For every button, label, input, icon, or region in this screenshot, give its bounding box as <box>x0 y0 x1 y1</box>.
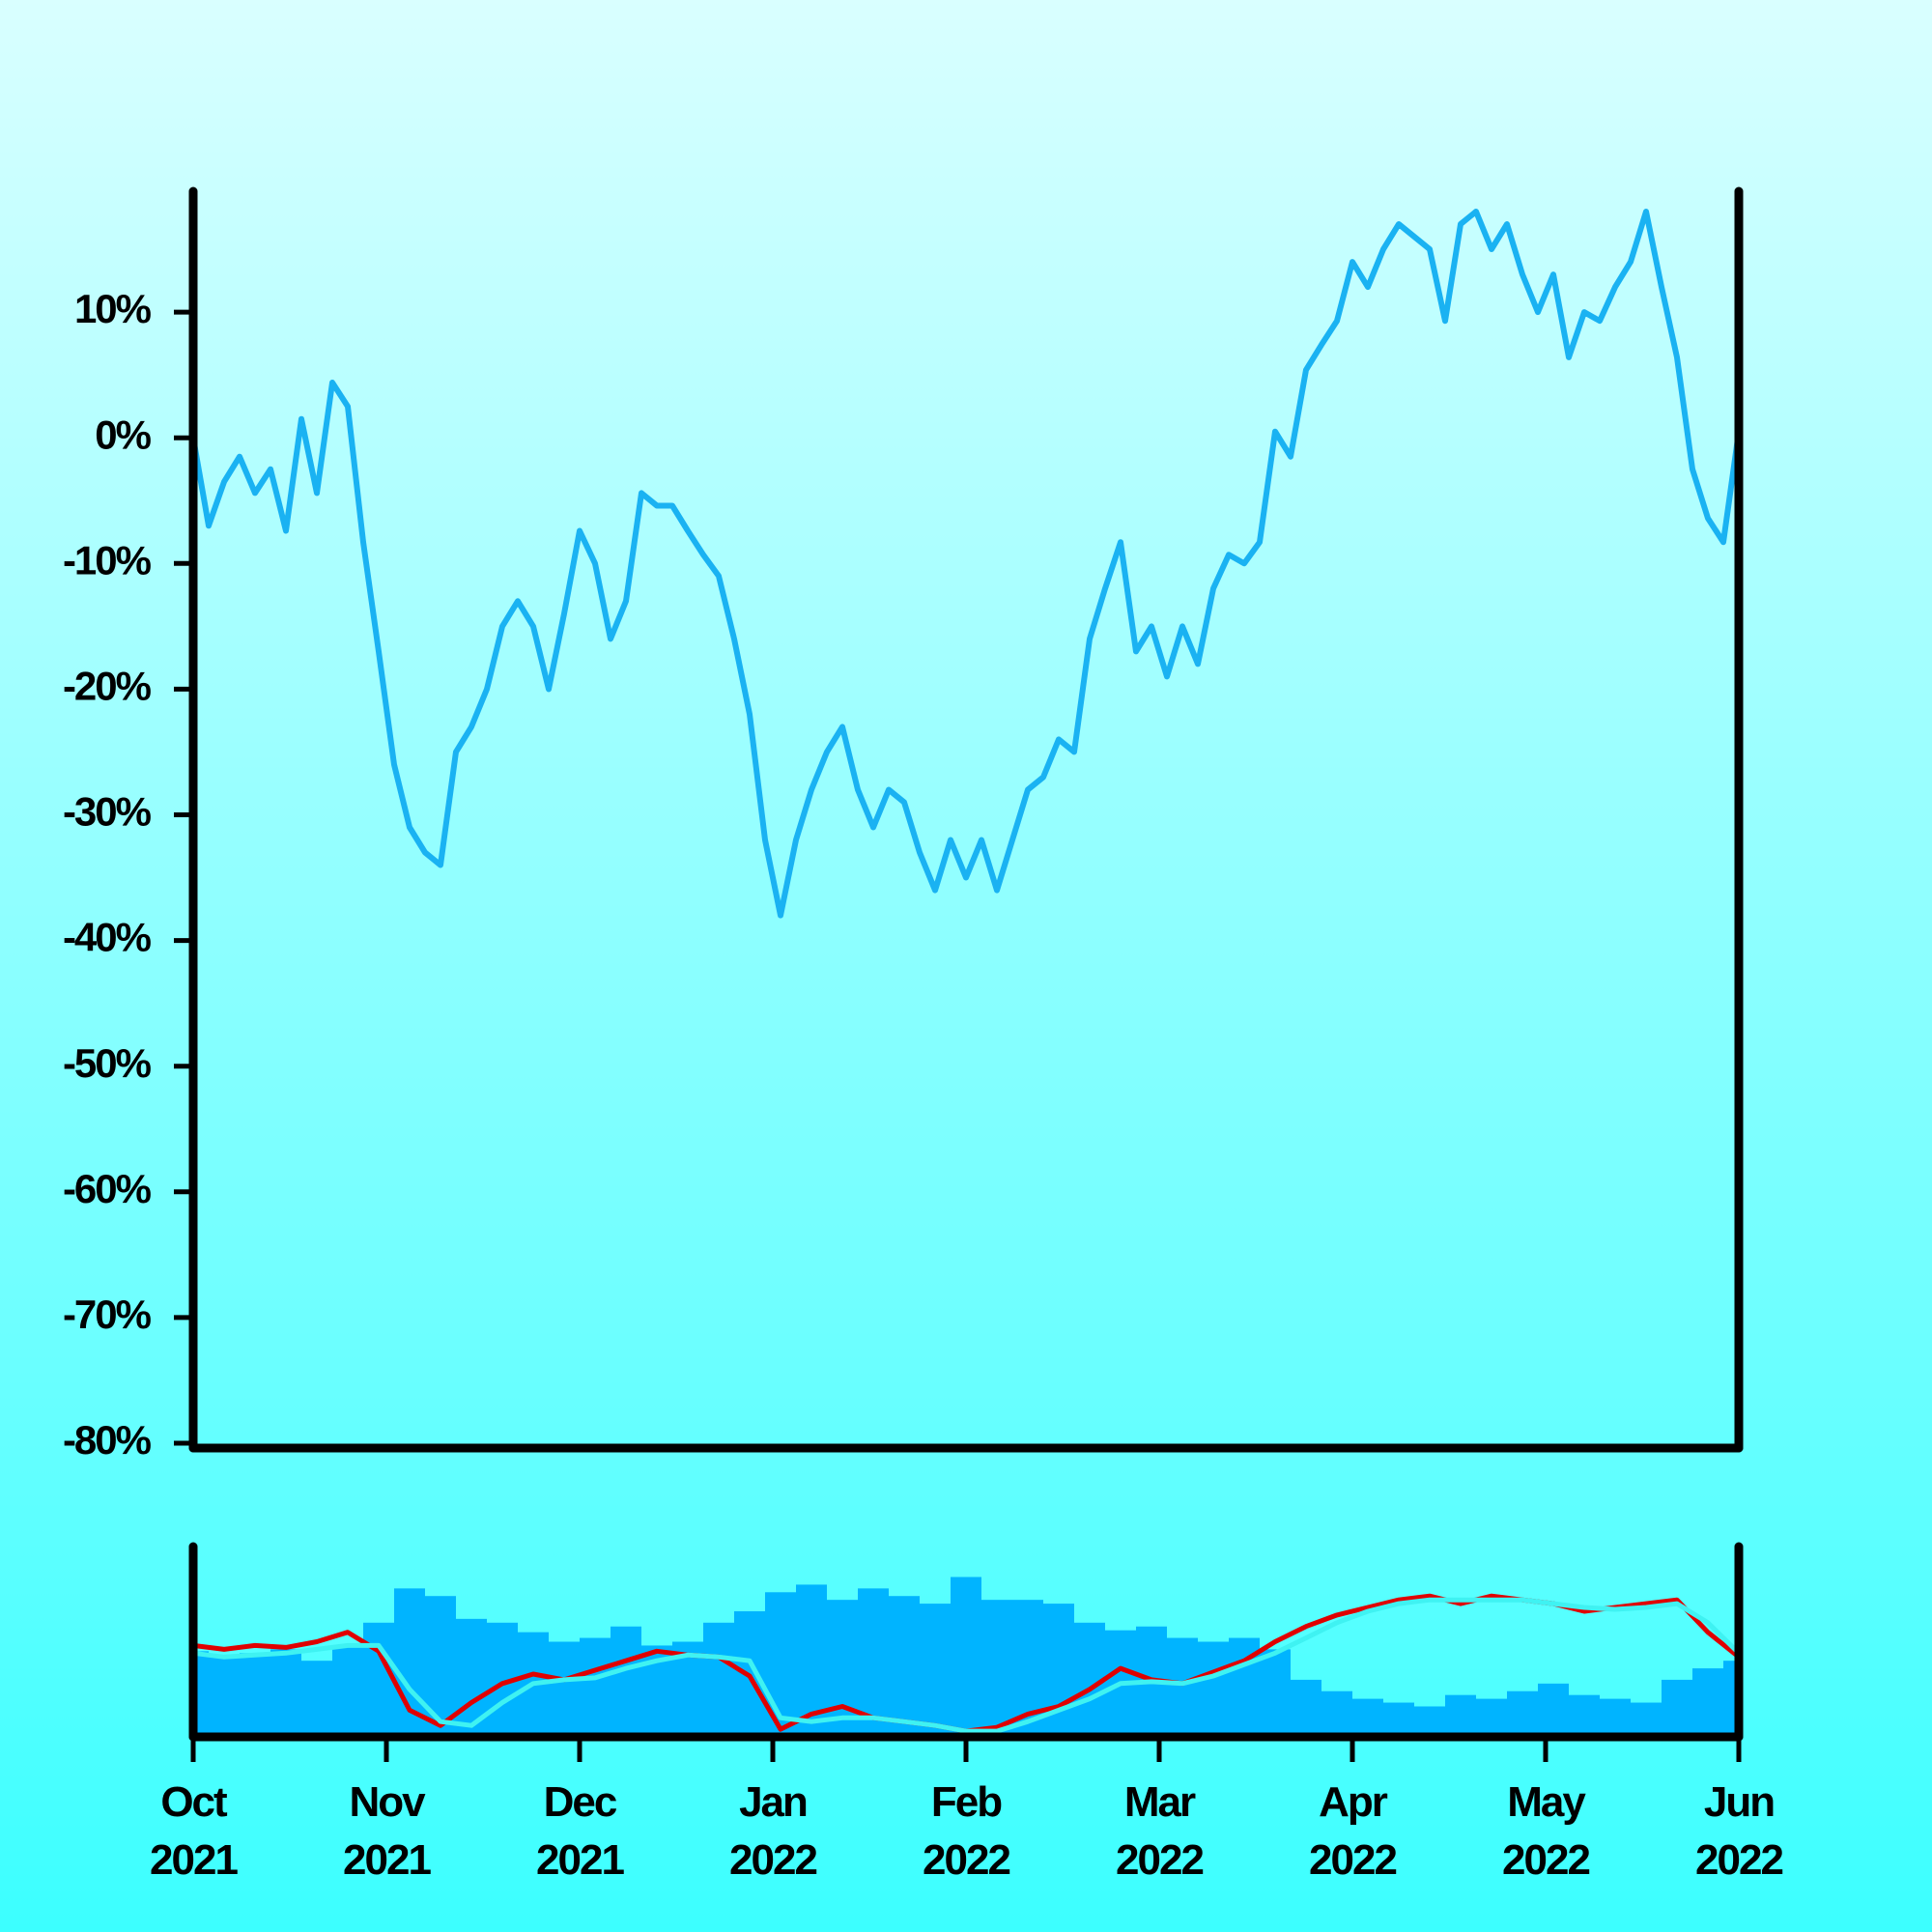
volume-bar <box>1414 1706 1445 1737</box>
volume-bar <box>1538 1683 1569 1737</box>
volume-bar <box>1167 1637 1198 1737</box>
volume-bar <box>1260 1649 1291 1737</box>
volume-bar <box>1692 1668 1723 1737</box>
volume-bar <box>1445 1694 1476 1737</box>
volume-bar <box>1569 1694 1600 1737</box>
volume-bar <box>240 1653 270 1737</box>
x-tick-label: Apr 2022 <box>1309 1778 1398 1884</box>
volume-bar <box>1352 1698 1383 1737</box>
x-tick-label: May 2022 <box>1502 1778 1591 1884</box>
volume-bar <box>1321 1690 1352 1737</box>
y-tick-label: 10% <box>74 286 152 331</box>
y-tick-label: -60% <box>63 1166 152 1211</box>
x-tick-label: Oct 2021 <box>150 1778 239 1884</box>
y-tick-label: 0% <box>95 412 151 457</box>
volume-bar <box>611 1626 641 1737</box>
volume-bar <box>1507 1690 1538 1737</box>
x-tick-label: Nov 2021 <box>343 1778 432 1884</box>
volume-bar <box>1631 1702 1662 1737</box>
y-tick-label: -80% <box>63 1417 152 1463</box>
volume-bar <box>1291 1679 1321 1737</box>
x-tick-label: Mar 2022 <box>1116 1778 1205 1884</box>
volume-bar <box>209 1657 240 1737</box>
price-line <box>190 209 1742 919</box>
volume-bar <box>363 1622 394 1737</box>
y-tick-label: -10% <box>63 537 152 582</box>
x-tick-label: Feb 2022 <box>923 1778 1011 1884</box>
volume-bar <box>951 1577 981 1737</box>
volume-bar <box>332 1645 363 1737</box>
volume-bar <box>1043 1604 1074 1737</box>
average-line <box>192 1597 1741 1734</box>
volume-bar <box>889 1596 920 1737</box>
volume-bar <box>1600 1698 1631 1737</box>
volume-bar <box>1662 1679 1692 1737</box>
x-tick-label: Jan 2022 <box>729 1778 818 1884</box>
volume-bar <box>301 1661 332 1737</box>
volume-bar <box>1476 1698 1507 1737</box>
volume-bar <box>920 1604 951 1737</box>
y-tick-label: -20% <box>63 663 152 708</box>
volume-bar <box>1198 1641 1229 1737</box>
volume-bar <box>580 1637 611 1737</box>
volume-bar <box>549 1641 580 1737</box>
y-tick-label: -50% <box>63 1040 152 1086</box>
y-tick-label: -70% <box>63 1292 152 1337</box>
volume-bar <box>703 1622 734 1737</box>
volume-bar <box>270 1649 301 1737</box>
y-tick-label: -40% <box>63 915 152 960</box>
y-tick-label: -30% <box>63 789 152 835</box>
volume-bar <box>1383 1702 1414 1737</box>
volume-bar <box>827 1600 858 1737</box>
x-tick-label: Jun 2022 <box>1695 1778 1784 1884</box>
x-tick-label: Dec 2021 <box>536 1778 625 1884</box>
volume-bar <box>981 1600 1012 1737</box>
